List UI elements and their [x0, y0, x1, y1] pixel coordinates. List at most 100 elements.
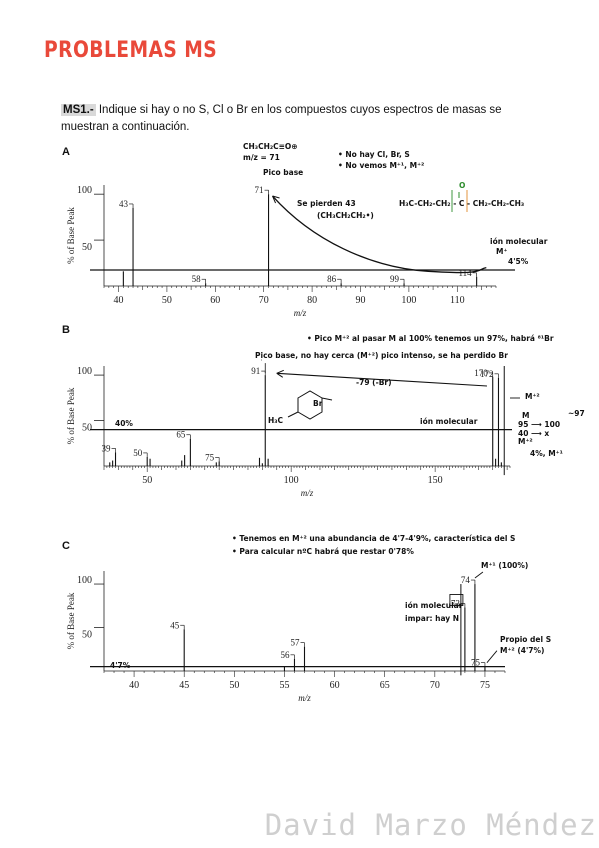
x-tick-label: 70 [430, 680, 440, 691]
peak-label: 45 [170, 620, 180, 630]
x-axis-label: m/z [301, 488, 314, 498]
x-tick-label: 65 [380, 680, 390, 691]
x-tick-label: 100 [401, 295, 416, 306]
peak-label: 65 [176, 430, 186, 440]
y-tick-label: 100 [77, 575, 92, 586]
annot-a-mz: m/z = 71 [243, 153, 280, 162]
peak-label: 172 [480, 369, 494, 379]
peak-label: 39 [102, 443, 112, 453]
x-tick-label: 80 [307, 295, 317, 306]
peak-label: 71 [255, 185, 264, 195]
annot-b-calc1-l: M [522, 411, 530, 420]
annot-a-formula: CH₃CH₂C≡O⊕ [243, 142, 298, 151]
annot-b-pct40: 40% [115, 419, 133, 428]
annot-b-top-note: • Pico M⁺² al pasar M al 100% tenemos un… [307, 334, 554, 343]
spectrum-chart-a: 50 100 % of Base Peak 40 50 60 70 80 90 100 110 m/z… [66, 185, 515, 318]
annot-c-mplus1-arrow [474, 571, 484, 579]
exercise-text: Indique si hay o no S, Cl o Br en los co… [61, 104, 502, 133]
panel-letter-a: A [62, 146, 70, 158]
annot-a-se-pierden: Se pierden 43 [297, 199, 356, 208]
annot-c-pct47: 4'7% [110, 661, 131, 670]
page-title: PROBLEMAS MS [44, 38, 218, 63]
annot-c-impar: impar: hay N [405, 614, 460, 623]
y-axis-label: % of Base Peak [66, 387, 76, 444]
annot-c-mplus1: M⁺¹ (100%) [481, 561, 529, 570]
annot-a-no-hay: • No hay Cl, Br, S [338, 150, 410, 159]
annot-b-br-bond [321, 397, 333, 401]
panel-letter-c: C [62, 540, 70, 552]
peak-label: 56 [280, 650, 290, 660]
peak-label: 43 [119, 199, 129, 209]
annot-c-m2pct: M⁺² (4'7%) [500, 646, 545, 655]
x-tick-label: 50 [162, 295, 172, 306]
annot-b-m2b: M⁺² [518, 437, 533, 446]
x-tick-label: 45 [179, 680, 189, 691]
annot-b-calc2: 95 ⟶ 100 [518, 420, 561, 429]
panel-letter-b: B [62, 324, 70, 336]
x-tick-label: 40 [129, 680, 139, 691]
peak-label: 50 [133, 448, 143, 458]
peak-label: 58 [192, 274, 202, 284]
x-tick-label: 75 [480, 680, 490, 691]
annot-c-note2: • Para calcular nºC habrá que restar 0'7… [232, 547, 414, 556]
annot-b-ch3-bond [287, 411, 299, 418]
x-tick-label: 110 [450, 295, 465, 306]
y-tick-label: 100 [77, 185, 92, 196]
annot-b-calc3: 40 ⟶ x [518, 429, 550, 438]
x-axis-label: m/z [294, 308, 307, 318]
annot-a-ion: ión molecular [490, 237, 548, 246]
y-axis-label: % of Base Peak [66, 207, 76, 264]
annot-a-oxygen: O [459, 181, 466, 190]
annot-c-s-arrow [486, 650, 498, 663]
y-tick-label: 50 [82, 630, 92, 641]
x-axis-label: m/z [298, 693, 311, 703]
x-tick-label: 60 [210, 295, 220, 306]
annot-c-ion: ión molecular [405, 601, 463, 610]
y-tick-label: 100 [77, 366, 92, 377]
y-tick-label: 50 [82, 242, 92, 253]
annot-c-propio: Propio del S [500, 635, 552, 644]
x-tick-label: 100 [284, 475, 299, 486]
annot-a-structure: H₃C-CH₂-CH₂ - C - CH₂-CH₂-CH₃ [399, 199, 525, 208]
annot-b-h3c: H₃C [268, 416, 284, 425]
annot-a-arrow-head [272, 195, 280, 204]
annot-a-pico-base: Pico base [263, 168, 304, 177]
x-tick-label: 50 [142, 475, 152, 486]
annot-b-m1: 4%, M⁺¹ [530, 449, 563, 458]
peak-label: 91 [251, 366, 260, 376]
annot-a-se-pierden-2: (CH₃CH₂CH₂•) [317, 211, 374, 220]
spectrum-chart-c: 50 100% of Base Peak 40 45 50 55 60 65 70 75 m/z 45… [66, 571, 506, 703]
annot-b-loss: -79 (-Br) [356, 378, 392, 387]
peak-label: 86 [327, 274, 337, 284]
annot-a-m: M⁺ [496, 247, 508, 256]
peak-label: 73 [451, 599, 461, 609]
annot-b-ion: ión molecular [420, 417, 478, 426]
annot-b-pico-base: Pico base, no hay cerca (M⁺²) pico inten… [255, 351, 508, 360]
annot-b-calc1-r: ~97 [568, 409, 585, 418]
x-tick-label: 60 [330, 680, 340, 691]
annot-b-loss-arrow [276, 372, 487, 387]
x-tick-label: 70 [259, 295, 269, 306]
annot-b-m2: M⁺² [525, 392, 540, 401]
peak-label: 99 [390, 274, 400, 284]
x-tick-label: 150 [428, 475, 443, 486]
annot-b-loss-arrow-head [276, 369, 284, 378]
x-tick-label: 55 [279, 680, 289, 691]
exercise-tag: MS1.- [61, 104, 96, 116]
x-tick-label: 90 [355, 295, 365, 306]
annot-a-no-vemos: • No vemos M⁺¹, M⁺² [338, 161, 425, 170]
exercise-prompt: MS1.- Indique si hay o no S, Cl o Br en … [61, 102, 531, 136]
x-tick-label: 50 [229, 680, 239, 691]
peak-label: 57 [291, 638, 301, 648]
annot-a-pct: 4'5% [508, 257, 529, 266]
y-axis-label: % of Base Peak [66, 592, 76, 649]
peak-label: 74 [461, 575, 471, 585]
peak-label: 170 [474, 368, 488, 378]
x-tick-label: 40 [114, 295, 124, 306]
annot-b-br: Br [313, 399, 323, 408]
peak-label: 75 [205, 452, 215, 462]
annot-a-decay-curve [272, 195, 487, 274]
peak-label: 75 [471, 658, 481, 668]
annot-c-73-box [449, 594, 464, 606]
